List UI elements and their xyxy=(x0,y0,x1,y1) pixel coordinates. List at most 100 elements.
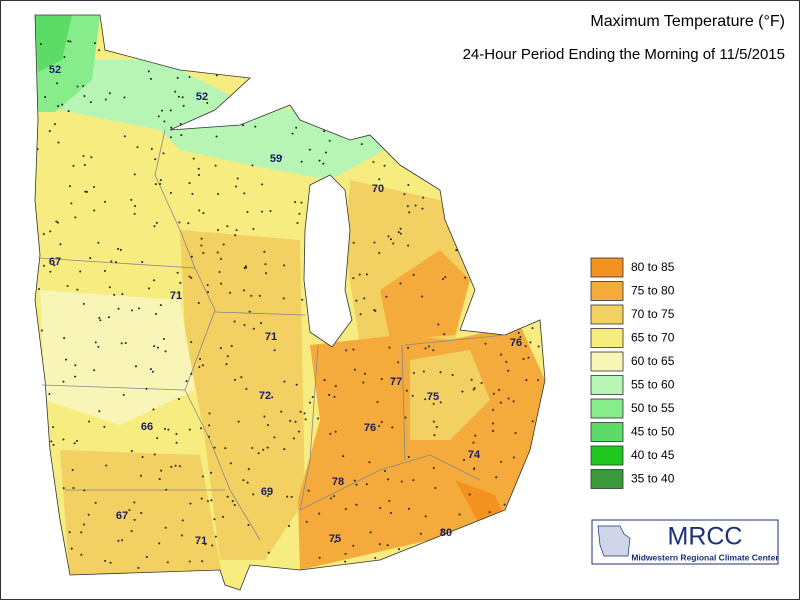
station-dot xyxy=(267,551,270,554)
station-dot xyxy=(378,425,381,428)
station-dot xyxy=(389,238,392,241)
station-dot xyxy=(226,225,229,228)
station-dot xyxy=(359,313,362,316)
station-dot xyxy=(414,204,417,207)
station-value: 70 xyxy=(372,183,384,195)
station-dot xyxy=(236,177,239,180)
station-dot xyxy=(89,101,92,104)
station-dot xyxy=(458,513,461,516)
station-dot xyxy=(188,275,191,278)
station-dot xyxy=(317,417,320,420)
station-dot xyxy=(364,372,367,375)
station-dot xyxy=(492,392,495,395)
station-dot xyxy=(181,519,184,522)
station-dot xyxy=(383,164,386,167)
station-value: 80 xyxy=(440,527,452,539)
station-dot xyxy=(216,251,219,254)
station-dot xyxy=(403,193,406,196)
station-dot xyxy=(484,342,487,345)
station-dot xyxy=(280,410,283,413)
station-dot xyxy=(128,509,131,512)
station-dot xyxy=(48,393,51,396)
station-dot xyxy=(94,341,97,344)
station-dot xyxy=(188,182,191,185)
station-dot xyxy=(230,345,233,348)
station-dot xyxy=(283,380,286,383)
station-dot xyxy=(191,192,194,195)
station-dot xyxy=(224,447,227,450)
station-dot xyxy=(226,355,229,358)
station-value: 75 xyxy=(329,533,341,545)
station-dot xyxy=(201,475,204,478)
station-dot xyxy=(421,295,424,298)
station-dot xyxy=(76,85,79,88)
legend-label: 75 to 80 xyxy=(631,284,675,298)
station-value: 67 xyxy=(49,256,61,268)
station-dot xyxy=(123,96,126,99)
station-dot xyxy=(261,183,264,186)
station-dot xyxy=(342,455,345,458)
station-dot xyxy=(200,237,203,240)
station-dot xyxy=(152,408,155,411)
station-dot xyxy=(512,400,515,403)
station-dot xyxy=(300,160,303,163)
station-dot xyxy=(360,143,363,146)
station-dot xyxy=(264,263,267,266)
station-dot xyxy=(202,212,205,215)
station-dot xyxy=(44,96,47,99)
station-dot xyxy=(251,164,254,167)
station-dot xyxy=(242,479,245,482)
station-dot xyxy=(405,389,408,392)
station-dot xyxy=(286,495,289,498)
station-dot xyxy=(291,132,294,135)
legend-label: 55 to 60 xyxy=(631,378,675,392)
station-dot xyxy=(97,345,100,348)
station-dot xyxy=(334,385,337,388)
station-dot xyxy=(153,279,156,282)
station-dot xyxy=(352,544,355,547)
station-dot xyxy=(56,221,59,224)
station-dot xyxy=(110,260,113,263)
station-dot xyxy=(62,438,65,441)
legend-swatch xyxy=(590,422,624,442)
station-dot xyxy=(94,501,97,504)
station-dot xyxy=(103,200,106,203)
station-dot xyxy=(68,531,71,534)
station-dot xyxy=(67,110,70,113)
station-dot xyxy=(251,447,254,450)
station-labels: 52 52 59 70 67 71 71 72 77 76 75 76 66 69 78 74 67 71 75 80 xyxy=(49,64,522,547)
station-dot xyxy=(52,443,55,446)
station-dot xyxy=(273,436,276,439)
station-dot xyxy=(444,276,447,279)
station-dot xyxy=(108,286,111,289)
legend-label: 40 to 45 xyxy=(631,448,675,462)
station-dot xyxy=(161,109,164,112)
station-dot xyxy=(299,410,302,413)
station-dot xyxy=(198,209,201,212)
legend-swatch xyxy=(590,328,624,348)
station-dot xyxy=(82,84,85,87)
station-dot xyxy=(525,379,528,382)
station-dot xyxy=(69,40,72,43)
station-dot xyxy=(252,327,255,330)
subtitle: 24-Hour Period Ending the Morning of 11/… xyxy=(463,46,785,63)
station-dot xyxy=(210,471,213,474)
station-dot xyxy=(439,401,442,404)
station-dot xyxy=(352,241,355,244)
station-dot xyxy=(318,159,321,162)
station-dot xyxy=(174,464,177,467)
station-dot xyxy=(158,542,161,545)
station-value: 74 xyxy=(468,449,481,461)
station-dot xyxy=(407,244,410,247)
state-borders xyxy=(37,129,506,541)
station-dot xyxy=(215,74,218,77)
station-dot xyxy=(407,455,410,458)
station-dot xyxy=(53,123,56,126)
station-dot xyxy=(495,476,498,479)
station-dot xyxy=(324,151,327,154)
station-dot xyxy=(229,462,232,465)
station-dot xyxy=(300,201,303,204)
station-dot xyxy=(235,229,238,232)
station-dot xyxy=(86,190,89,193)
station-dot xyxy=(105,464,108,467)
